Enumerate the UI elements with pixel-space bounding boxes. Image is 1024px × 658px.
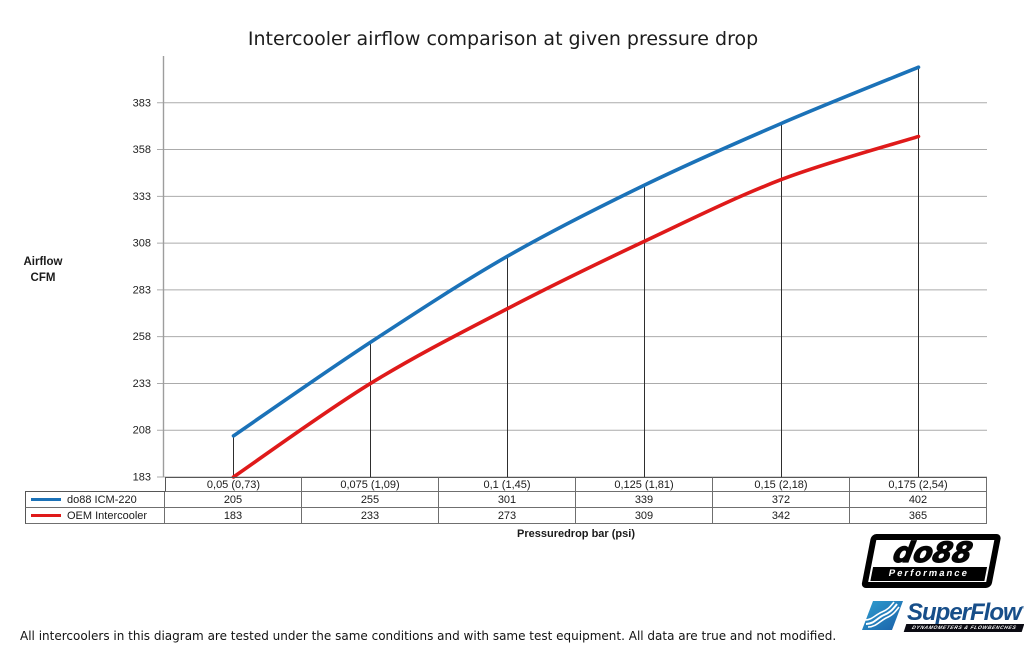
table-value-cell: 365	[850, 508, 987, 524]
y-axis-label-line1: Airflow	[23, 256, 63, 268]
table-value-cell: 301	[439, 492, 576, 508]
do88-logo-name: do88	[890, 535, 976, 569]
do88-logo: do88 Performance	[861, 534, 1002, 588]
table-corner-spacer	[25, 477, 165, 492]
legend-line-marker	[31, 498, 61, 501]
table-value-cell: 183	[165, 508, 302, 524]
y-tick-label: 308	[133, 238, 151, 250]
table-value-cell: 255	[302, 492, 439, 508]
table-value-cell: 342	[713, 508, 850, 524]
superflow-wordmark: SuperFlow™ DYNAMOMETERS & FLOWBENCHES	[904, 599, 1024, 633]
table-value-cell: 273	[439, 508, 576, 524]
legend-item-oem-intercooler: OEM Intercooler	[25, 508, 165, 524]
y-tick-label: 183	[133, 472, 151, 484]
y-tick-label: 208	[133, 425, 151, 437]
x-tick-label: 0,1 (1,45)	[439, 477, 576, 492]
y-axis-label-line2: CFM	[30, 271, 56, 284]
table-value-cell: 339	[576, 492, 713, 508]
y-tick-label: 283	[133, 284, 151, 296]
x-tick-label: 0,075 (1,09)	[302, 477, 439, 492]
y-tick-label: 233	[133, 378, 151, 390]
superflow-wave-icon	[862, 600, 904, 636]
y-tick-label: 333	[133, 191, 151, 203]
x-tick-label: 0,15 (2,18)	[713, 477, 850, 492]
x-axis-label: Pressuredrop bar (psi)	[517, 528, 635, 540]
table-value-cell: 233	[302, 508, 439, 524]
superflow-trademark: ™	[1021, 606, 1024, 613]
table-value-cell: 372	[713, 492, 850, 508]
legend-label: OEM Intercooler	[67, 509, 148, 522]
do88-logo-tagline: Performance	[870, 566, 988, 581]
legend-label: do88 ICM-220	[67, 493, 137, 506]
legend-item-do88-icm-220: do88 ICM-220	[25, 492, 165, 508]
footer-disclaimer: All intercoolers in this diagram are tes…	[20, 629, 837, 643]
table-value-cell: 402	[850, 492, 987, 508]
y-tick-label: 258	[133, 331, 151, 343]
x-tick-label: 0,175 (2,54)	[850, 477, 987, 492]
y-tick-label: 358	[133, 144, 151, 156]
legend-line-marker	[31, 514, 61, 517]
series-line-oem-intercooler	[231, 134, 921, 479]
superflow-name: SuperFlow	[907, 599, 1022, 626]
y-tick-label: 383	[133, 97, 151, 109]
chart-title: Intercooler airflow comparison at given …	[247, 28, 759, 50]
x-tick-label: 0,05 (0,73)	[165, 477, 302, 492]
table-value-cell: 309	[576, 508, 713, 524]
table-value-cell: 205	[165, 492, 302, 508]
superflow-logo: SuperFlow™ DYNAMOMETERS & FLOWBENCHES	[862, 600, 1024, 636]
data-table: 0,05 (0,73) 0,075 (1,09) 0,1 (1,45) 0,125 (…	[25, 477, 987, 524]
series-line-do88-icm-220	[231, 65, 921, 438]
x-tick-label: 0,125 (1,81)	[576, 477, 713, 492]
y-axis-label: Airflow CFM	[10, 255, 76, 286]
